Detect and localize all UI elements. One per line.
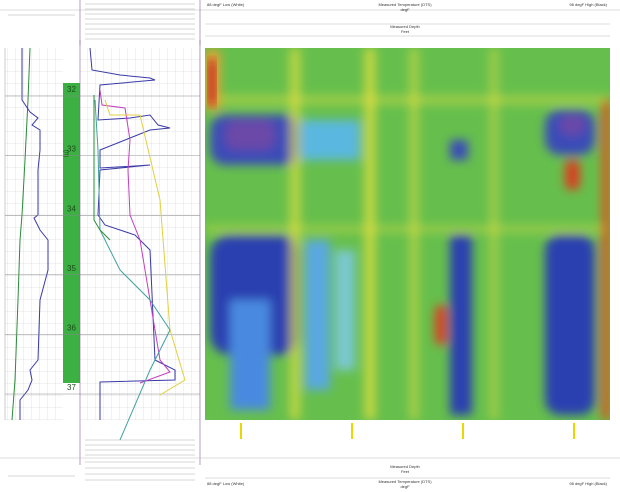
curve — [19, 48, 49, 420]
header: 88 degF Low (White) Measured Temperature… — [0, 0, 620, 45]
curve — [11, 47, 31, 421]
depth-label: 36 — [67, 324, 76, 333]
depth-title: Measured Depth — [390, 464, 420, 469]
low-label: 88 degF Low (White) — [207, 2, 245, 7]
depth-label: 35 — [67, 264, 76, 273]
depth-label: 32 — [67, 85, 76, 94]
high-label: 98 degF High (Black) — [569, 481, 607, 486]
markers — [240, 423, 575, 439]
depth-unit: Feet — [401, 29, 410, 34]
depth-label: 34 — [67, 204, 76, 213]
curves — [89, 47, 186, 441]
depth-unit: (ft) — [62, 150, 68, 157]
depth-title: Measured Depth — [390, 24, 420, 29]
high-label: 98 degF High (Black) — [569, 2, 607, 7]
title-unit: degF — [400, 484, 410, 489]
depth-unit: Feet — [401, 469, 410, 474]
title: Measured Temperature (DTS) — [378, 479, 432, 484]
title-unit: degF — [400, 7, 410, 12]
title: Measured Temperature (DTS) — [378, 2, 432, 7]
depth-label: 33 — [67, 145, 76, 154]
heatmap — [205, 48, 610, 420]
left-track — [5, 48, 63, 420]
curve-track — [80, 48, 200, 420]
low-label: 88 degF Low (White) — [207, 481, 245, 486]
depth-track — [63, 83, 80, 383]
footer: Measured Depth Feet 88 degF Low (White) … — [0, 439, 620, 489]
depth-label: 37 — [67, 383, 76, 392]
